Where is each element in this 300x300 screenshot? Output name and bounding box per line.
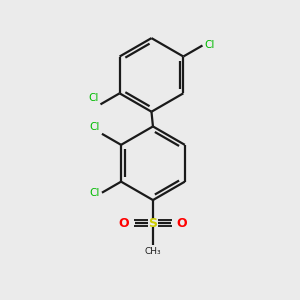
Text: Cl: Cl <box>90 122 100 132</box>
Text: O: O <box>119 217 129 230</box>
Text: Cl: Cl <box>204 40 214 50</box>
Text: Cl: Cl <box>88 93 99 103</box>
Text: CH₃: CH₃ <box>145 248 161 256</box>
Text: Cl: Cl <box>90 188 100 198</box>
Text: O: O <box>176 217 187 230</box>
Text: S: S <box>148 217 158 230</box>
